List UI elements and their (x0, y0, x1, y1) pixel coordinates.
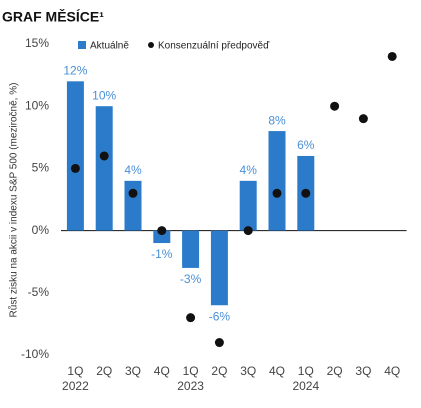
bar (66, 81, 84, 231)
bar (124, 180, 142, 231)
legend-label: Konsenzuální předpověď (158, 41, 270, 52)
bar (268, 131, 286, 231)
x-tick-label: 1Q (67, 364, 83, 378)
y-tick-label: 5% (32, 161, 50, 175)
y-tick-label: 15% (25, 36, 49, 50)
bar (210, 230, 228, 306)
y-tick-label: -5% (28, 285, 50, 299)
forecast-dot (330, 101, 340, 111)
forecast-dot (214, 338, 224, 348)
value-label: -3% (180, 272, 202, 286)
x-tick-label: 1Q (183, 364, 199, 378)
forecast-dot (272, 188, 282, 198)
forecast-dot (358, 114, 368, 124)
legend-swatch (78, 41, 86, 49)
year-label: 2024 (292, 379, 319, 393)
year-label: 2023 (177, 379, 204, 393)
x-tick-label: 4Q (384, 364, 400, 378)
bar (95, 106, 113, 231)
forecast-dot (387, 51, 397, 61)
value-label: -1% (151, 247, 173, 261)
year-label: 2022 (62, 379, 89, 393)
bar (239, 180, 257, 231)
y-axis-label: Růst zisku na akcii v indexu S&P 500 (me… (8, 83, 20, 318)
bar (153, 230, 171, 244)
y-tick-label: 0% (32, 223, 50, 237)
forecast-dot (128, 188, 138, 198)
value-label: 4% (124, 163, 142, 177)
x-tick-label: 4Q (154, 364, 170, 378)
value-label: 4% (240, 163, 258, 177)
x-tick-label: 2Q (96, 364, 112, 378)
x-tick-label: 3Q (355, 364, 371, 378)
x-tick-label: 3Q (125, 364, 141, 378)
forecast-dot (99, 151, 109, 161)
value-label: 12% (63, 63, 87, 77)
x-tick-label: 2Q (211, 364, 227, 378)
legend-label: Aktuálně (90, 41, 129, 52)
bar (182, 230, 200, 268)
x-tick-label: 1Q (298, 364, 314, 378)
value-label: -6% (209, 309, 231, 323)
forecast-dot (70, 163, 80, 173)
legend-swatch (148, 42, 154, 48)
forecast-dot (186, 313, 196, 323)
value-label: 8% (268, 113, 286, 127)
forecast-dot (301, 188, 311, 198)
y-tick-label: 10% (25, 98, 49, 112)
forecast-dot (157, 226, 167, 236)
y-tick-label: -10% (21, 347, 49, 361)
forecast-dot (243, 226, 253, 236)
x-tick-label: 2Q (327, 364, 343, 378)
value-label: 10% (92, 88, 116, 102)
value-label: 6% (297, 138, 315, 152)
chart-title: GRAF MĚSÍCE¹ (2, 8, 104, 25)
x-tick-label: 3Q (240, 364, 256, 378)
x-tick-label: 4Q (269, 364, 285, 378)
